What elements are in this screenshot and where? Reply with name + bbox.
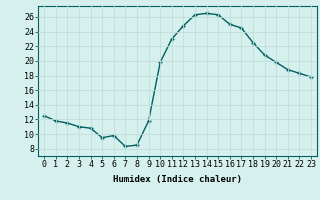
- X-axis label: Humidex (Indice chaleur): Humidex (Indice chaleur): [113, 175, 242, 184]
